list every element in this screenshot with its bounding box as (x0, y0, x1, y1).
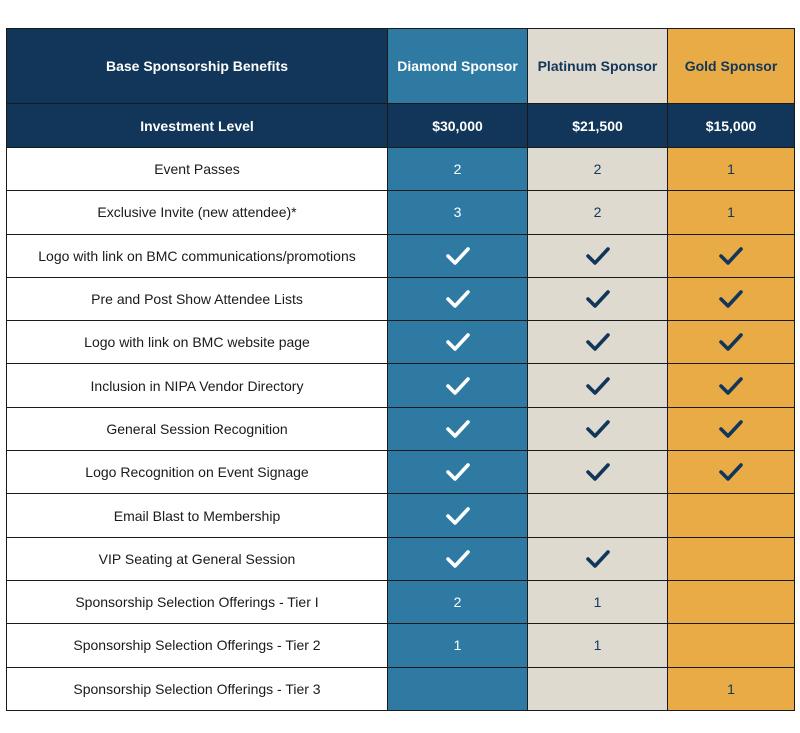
gold-cell (667, 363, 795, 408)
platinum-cell (527, 406, 668, 452)
checkmark-icon (528, 331, 667, 353)
platinum-cell (527, 233, 668, 278)
platinum-cell (527, 276, 668, 322)
platinum-cell (527, 320, 668, 365)
diamond-cell (387, 666, 528, 712)
table-row: Logo with link on BMC communications/pro… (6, 233, 795, 278)
platinum-cell (527, 450, 668, 495)
gold-cell (667, 493, 795, 538)
gold-cell: 1 (667, 146, 795, 192)
table-row: VIP Seating at General Session (6, 536, 795, 581)
diamond-cell (387, 406, 528, 452)
platinum-cell (527, 363, 668, 408)
platinum-cell (527, 666, 668, 712)
table-row: Event Passes 2 2 1 (6, 146, 795, 192)
benefit-label: Sponsorship Selection Offerings - Tier I (6, 579, 388, 625)
checkmark-icon (668, 245, 794, 267)
investment-platinum: $21,500 (527, 103, 668, 148)
table-row: Logo with link on BMC website page (6, 320, 795, 365)
checkmark-icon (388, 418, 527, 440)
gold-cell (667, 233, 795, 278)
table-row: Sponsorship Selection Offerings - Tier 3… (6, 666, 795, 712)
benefit-label: Email Blast to Membership (6, 493, 388, 538)
gold-cell (667, 320, 795, 365)
checkmark-icon (528, 288, 667, 310)
diamond-cell (387, 450, 528, 495)
benefit-label: Sponsorship Selection Offerings - Tier 2 (6, 623, 388, 668)
column-header-platinum: Platinum Sponsor (527, 28, 668, 104)
table-header-row: Base Sponsorship Benefits Diamond Sponso… (6, 28, 795, 104)
checkmark-icon (528, 418, 667, 440)
gold-cell (667, 623, 795, 668)
gold-cell (667, 579, 795, 625)
checkmark-icon (668, 288, 794, 310)
checkmark-icon (388, 331, 527, 353)
table-row: General Session Recognition (6, 406, 795, 452)
gold-cell: 1 (667, 190, 795, 235)
table-row: Inclusion in NIPA Vendor Directory (6, 363, 795, 408)
checkmark-icon (668, 331, 794, 353)
checkmark-icon (388, 548, 527, 570)
benefit-label: Logo Recognition on Event Signage (6, 450, 388, 495)
checkmark-icon (388, 375, 527, 397)
benefit-label: Exclusive Invite (new attendee)* (6, 190, 388, 235)
column-header-gold: Gold Sponsor (667, 28, 795, 104)
gold-cell (667, 406, 795, 452)
investment-level-row: Investment Level $30,000 $21,500 $15,000 (6, 103, 795, 148)
table-row: Sponsorship Selection Offerings - Tier 2… (6, 623, 795, 668)
benefit-label: VIP Seating at General Session (6, 536, 388, 581)
checkmark-icon (388, 505, 527, 527)
table-row: Email Blast to Membership (6, 493, 795, 538)
platinum-cell (527, 536, 668, 581)
table-row: Pre and Post Show Attendee Lists (6, 276, 795, 322)
diamond-cell (387, 536, 528, 581)
diamond-cell (387, 233, 528, 278)
diamond-cell: 1 (387, 623, 528, 668)
gold-cell (667, 450, 795, 495)
investment-level-label: Investment Level (6, 103, 388, 148)
checkmark-icon (528, 375, 667, 397)
diamond-cell (387, 363, 528, 408)
checkmark-icon (388, 288, 527, 310)
table-row: Sponsorship Selection Offerings - Tier I… (6, 579, 795, 625)
benefit-label: Pre and Post Show Attendee Lists (6, 276, 388, 322)
gold-cell (667, 276, 795, 322)
benefit-label: Event Passes (6, 146, 388, 192)
sponsorship-benefits-table: Base Sponsorship Benefits Diamond Sponso… (6, 28, 795, 712)
diamond-cell (387, 493, 528, 538)
gold-cell (667, 536, 795, 581)
column-header-diamond: Diamond Sponsor (387, 28, 528, 104)
checkmark-icon (668, 418, 794, 440)
diamond-cell: 2 (387, 579, 528, 625)
platinum-cell: 1 (527, 623, 668, 668)
diamond-cell: 2 (387, 146, 528, 192)
diamond-cell: 3 (387, 190, 528, 235)
benefit-label: General Session Recognition (6, 406, 388, 452)
table-row: Logo Recognition on Event Signage (6, 450, 795, 495)
column-header-benefits: Base Sponsorship Benefits (6, 28, 388, 104)
investment-diamond: $30,000 (387, 103, 528, 148)
checkmark-icon (668, 461, 794, 483)
investment-gold: $15,000 (667, 103, 795, 148)
benefit-label: Logo with link on BMC website page (6, 320, 388, 365)
checkmark-icon (388, 245, 527, 267)
benefit-label: Sponsorship Selection Offerings - Tier 3 (6, 666, 388, 712)
platinum-cell: 2 (527, 190, 668, 235)
diamond-cell (387, 320, 528, 365)
checkmark-icon (388, 461, 527, 483)
checkmark-icon (668, 375, 794, 397)
platinum-cell: 1 (527, 579, 668, 625)
diamond-cell (387, 276, 528, 322)
checkmark-icon (528, 245, 667, 267)
platinum-cell: 2 (527, 146, 668, 192)
gold-cell: 1 (667, 666, 795, 712)
benefit-label: Inclusion in NIPA Vendor Directory (6, 363, 388, 408)
checkmark-icon (528, 548, 667, 570)
checkmark-icon (528, 461, 667, 483)
platinum-cell (527, 493, 668, 538)
benefit-label: Logo with link on BMC communications/pro… (6, 233, 388, 278)
table-row: Exclusive Invite (new attendee)* 3 2 1 (6, 190, 795, 235)
